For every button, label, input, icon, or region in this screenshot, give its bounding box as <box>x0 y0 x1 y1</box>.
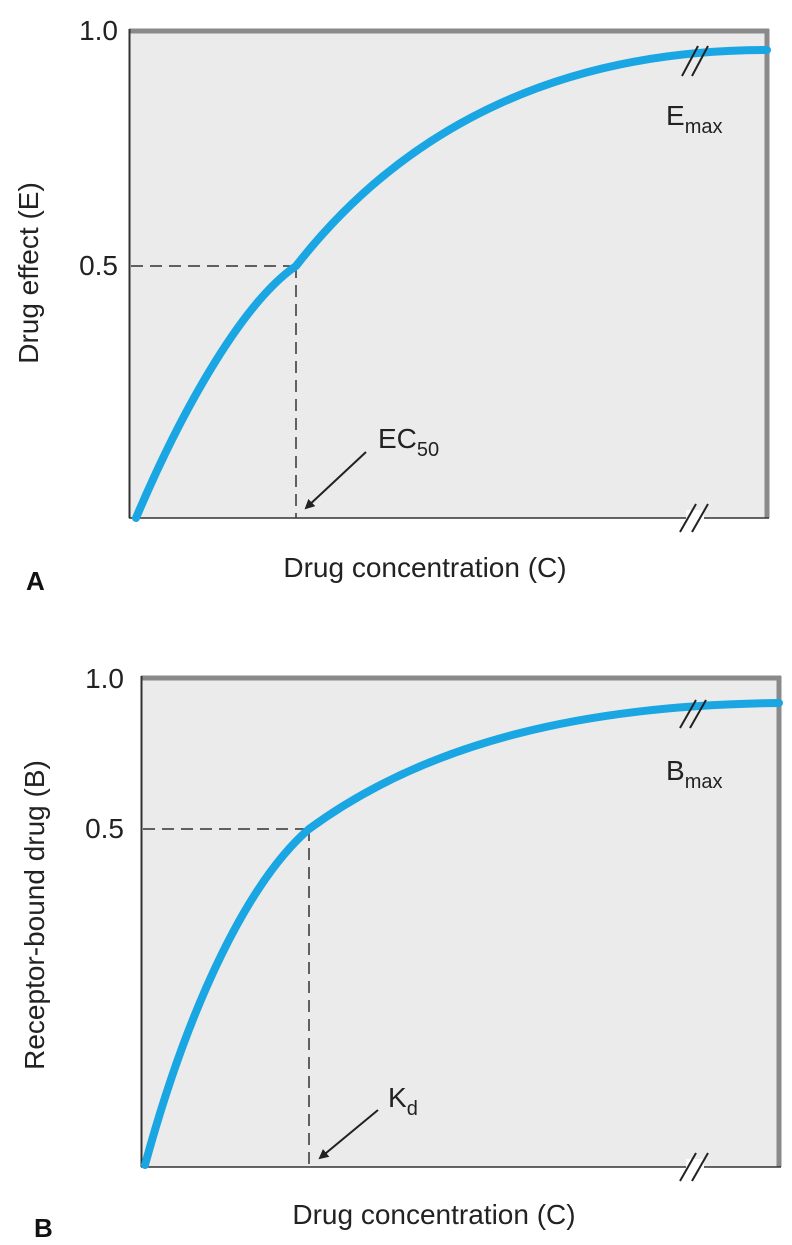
panel-b-y-tick-0-5: 0.5 <box>85 813 124 844</box>
panel-b-y-axis-label: Receptor-bound drug (B) <box>19 760 50 1070</box>
panel-b-binding-curve <box>141 699 783 1169</box>
panel-a-curve-break-mark <box>681 45 709 77</box>
panel-b-plot-background <box>142 677 779 1167</box>
panel-b-letter: B <box>34 1213 53 1243</box>
panel-b-curve-break-mark <box>679 699 707 729</box>
panel-b-kd-label: Kd <box>388 1082 418 1120</box>
panel-a-emax-main: E <box>666 100 685 131</box>
panel-a-ec50-arrow <box>304 451 367 510</box>
panel-a-ec50-label: EC50 <box>378 423 439 461</box>
panel-b-kd-arrow <box>318 1109 379 1160</box>
panel-a-x-axis-label: Drug concentration (C) <box>283 552 566 583</box>
panel-a-ec50-main: EC <box>378 423 417 454</box>
panel-a-letter: A <box>26 566 45 596</box>
panel-b: 1.0 0.5 Receptor-bound drug (B) Drug con… <box>19 663 783 1243</box>
panel-b-x-axis-break-mark <box>679 1152 709 1182</box>
panel-b-bmax-main: B <box>666 755 685 786</box>
panel-b-kd-subscript: d <box>407 1098 418 1120</box>
panel-a-emax-label: Emax <box>666 100 722 138</box>
panel-a-y-axis-label: Drug effect (E) <box>13 182 44 364</box>
panel-b-bmax-label: Bmax <box>666 755 722 793</box>
panel-a-ec50-subscript: 50 <box>417 439 439 461</box>
panel-a: 1.0 0.5 Drug effect (E) Drug concentrati… <box>13 15 771 596</box>
panel-a-emax-subscript: max <box>685 116 723 138</box>
panel-a-plot-background <box>130 30 767 518</box>
panel-a-y-tick-1: 1.0 <box>79 15 118 46</box>
panel-b-bmax-subscript: max <box>685 771 723 793</box>
panel-a-y-tick-0-5: 0.5 <box>79 250 118 281</box>
panel-b-kd-main: K <box>388 1082 407 1113</box>
panel-b-x-axis-label: Drug concentration (C) <box>292 1199 575 1230</box>
panel-a-x-axis-break-mark <box>679 503 709 533</box>
panel-b-y-tick-1: 1.0 <box>85 663 124 694</box>
panel-a-response-curve <box>132 46 771 522</box>
